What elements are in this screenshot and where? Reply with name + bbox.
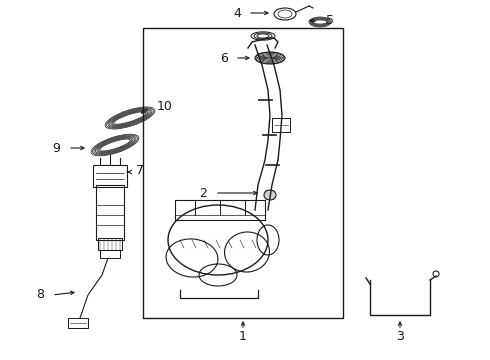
Text: 10: 10 (157, 99, 173, 113)
Bar (98, 238, 122, 250)
Bar (143, 28, 343, 318)
Text: 9: 9 (52, 141, 60, 154)
Ellipse shape (264, 190, 276, 200)
Bar (96, 185, 124, 240)
Text: 3: 3 (396, 330, 404, 343)
Text: 7: 7 (136, 163, 144, 176)
Text: 4: 4 (233, 6, 241, 19)
Text: 2: 2 (199, 186, 207, 199)
Bar (272, 118, 290, 132)
Text: 6: 6 (220, 51, 228, 64)
Text: 1: 1 (239, 330, 247, 343)
Text: 5: 5 (326, 14, 334, 27)
Bar (68, 318, 88, 328)
Text: 8: 8 (36, 288, 44, 301)
Bar (100, 250, 120, 258)
Bar (93, 165, 127, 187)
